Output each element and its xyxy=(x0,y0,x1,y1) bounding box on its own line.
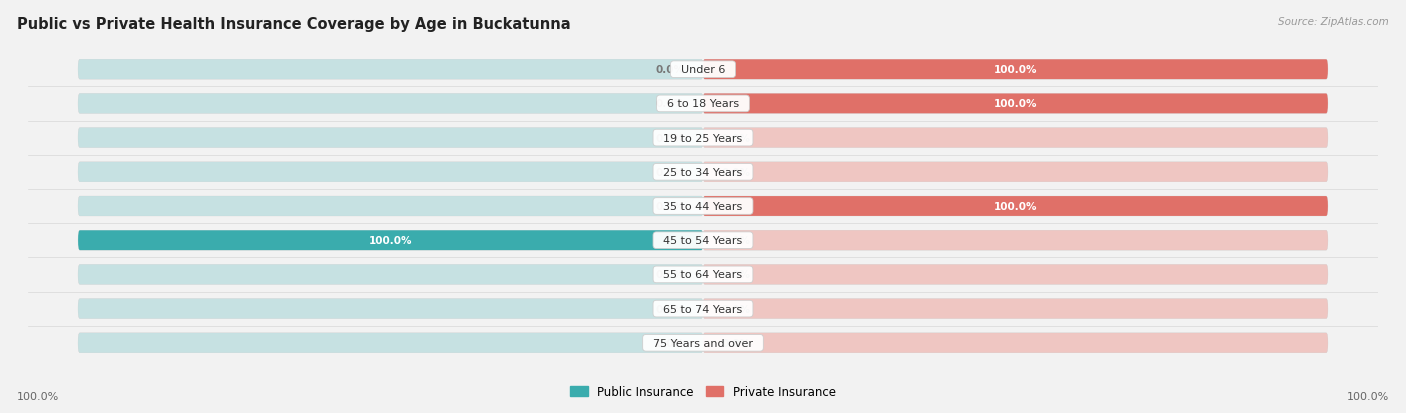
FancyBboxPatch shape xyxy=(703,265,1327,285)
FancyBboxPatch shape xyxy=(79,197,703,216)
Text: 0.0%: 0.0% xyxy=(721,167,751,177)
FancyBboxPatch shape xyxy=(703,333,1327,353)
FancyBboxPatch shape xyxy=(79,128,703,148)
FancyBboxPatch shape xyxy=(79,94,703,114)
Text: 0.0%: 0.0% xyxy=(721,304,751,314)
FancyBboxPatch shape xyxy=(79,333,703,353)
Text: 100.0%: 100.0% xyxy=(368,236,412,246)
Text: 0.0%: 0.0% xyxy=(655,99,685,109)
FancyBboxPatch shape xyxy=(703,94,1327,114)
Text: 0.0%: 0.0% xyxy=(655,65,685,75)
Text: 25 to 34 Years: 25 to 34 Years xyxy=(657,167,749,177)
FancyBboxPatch shape xyxy=(79,162,703,182)
FancyBboxPatch shape xyxy=(703,60,1327,80)
FancyBboxPatch shape xyxy=(79,128,703,148)
Text: 55 to 64 Years: 55 to 64 Years xyxy=(657,270,749,280)
FancyBboxPatch shape xyxy=(703,60,1327,80)
FancyBboxPatch shape xyxy=(703,265,1327,285)
Text: 0.0%: 0.0% xyxy=(655,202,685,211)
FancyBboxPatch shape xyxy=(703,128,1327,148)
Text: Under 6: Under 6 xyxy=(673,65,733,75)
Text: Public vs Private Health Insurance Coverage by Age in Buckatunna: Public vs Private Health Insurance Cover… xyxy=(17,17,571,31)
Text: 0.0%: 0.0% xyxy=(721,270,751,280)
Text: 100.0%: 100.0% xyxy=(994,65,1038,75)
Text: 6 to 18 Years: 6 to 18 Years xyxy=(659,99,747,109)
Text: 65 to 74 Years: 65 to 74 Years xyxy=(657,304,749,314)
Text: Source: ZipAtlas.com: Source: ZipAtlas.com xyxy=(1278,17,1389,26)
Text: 35 to 44 Years: 35 to 44 Years xyxy=(657,202,749,211)
FancyBboxPatch shape xyxy=(703,162,1327,182)
Text: 100.0%: 100.0% xyxy=(994,99,1038,109)
FancyBboxPatch shape xyxy=(703,333,1327,353)
Text: 0.0%: 0.0% xyxy=(655,338,685,348)
FancyBboxPatch shape xyxy=(703,231,1327,251)
FancyBboxPatch shape xyxy=(703,94,1327,114)
Text: 0.0%: 0.0% xyxy=(721,133,751,143)
FancyBboxPatch shape xyxy=(703,162,1327,182)
FancyBboxPatch shape xyxy=(79,299,703,319)
Legend: Public Insurance, Private Insurance: Public Insurance, Private Insurance xyxy=(565,381,841,403)
Text: 0.0%: 0.0% xyxy=(655,133,685,143)
FancyBboxPatch shape xyxy=(703,299,1327,319)
Text: 0.0%: 0.0% xyxy=(655,304,685,314)
FancyBboxPatch shape xyxy=(79,60,703,80)
Text: 75 Years and over: 75 Years and over xyxy=(645,338,761,348)
Text: 0.0%: 0.0% xyxy=(721,236,751,246)
Text: 0.0%: 0.0% xyxy=(655,270,685,280)
FancyBboxPatch shape xyxy=(79,265,703,285)
FancyBboxPatch shape xyxy=(79,231,703,251)
Text: 0.0%: 0.0% xyxy=(721,338,751,348)
FancyBboxPatch shape xyxy=(79,333,703,353)
FancyBboxPatch shape xyxy=(79,197,703,216)
FancyBboxPatch shape xyxy=(703,197,1327,216)
FancyBboxPatch shape xyxy=(79,162,703,182)
FancyBboxPatch shape xyxy=(79,299,703,319)
FancyBboxPatch shape xyxy=(79,94,703,114)
Text: 100.0%: 100.0% xyxy=(17,391,59,401)
Text: 0.0%: 0.0% xyxy=(655,167,685,177)
FancyBboxPatch shape xyxy=(703,231,1327,251)
Text: 45 to 54 Years: 45 to 54 Years xyxy=(657,236,749,246)
FancyBboxPatch shape xyxy=(79,60,703,80)
Text: 19 to 25 Years: 19 to 25 Years xyxy=(657,133,749,143)
FancyBboxPatch shape xyxy=(79,265,703,285)
FancyBboxPatch shape xyxy=(703,128,1327,148)
Text: 100.0%: 100.0% xyxy=(994,202,1038,211)
FancyBboxPatch shape xyxy=(703,299,1327,319)
FancyBboxPatch shape xyxy=(79,231,703,251)
FancyBboxPatch shape xyxy=(703,197,1327,216)
Text: 100.0%: 100.0% xyxy=(1347,391,1389,401)
